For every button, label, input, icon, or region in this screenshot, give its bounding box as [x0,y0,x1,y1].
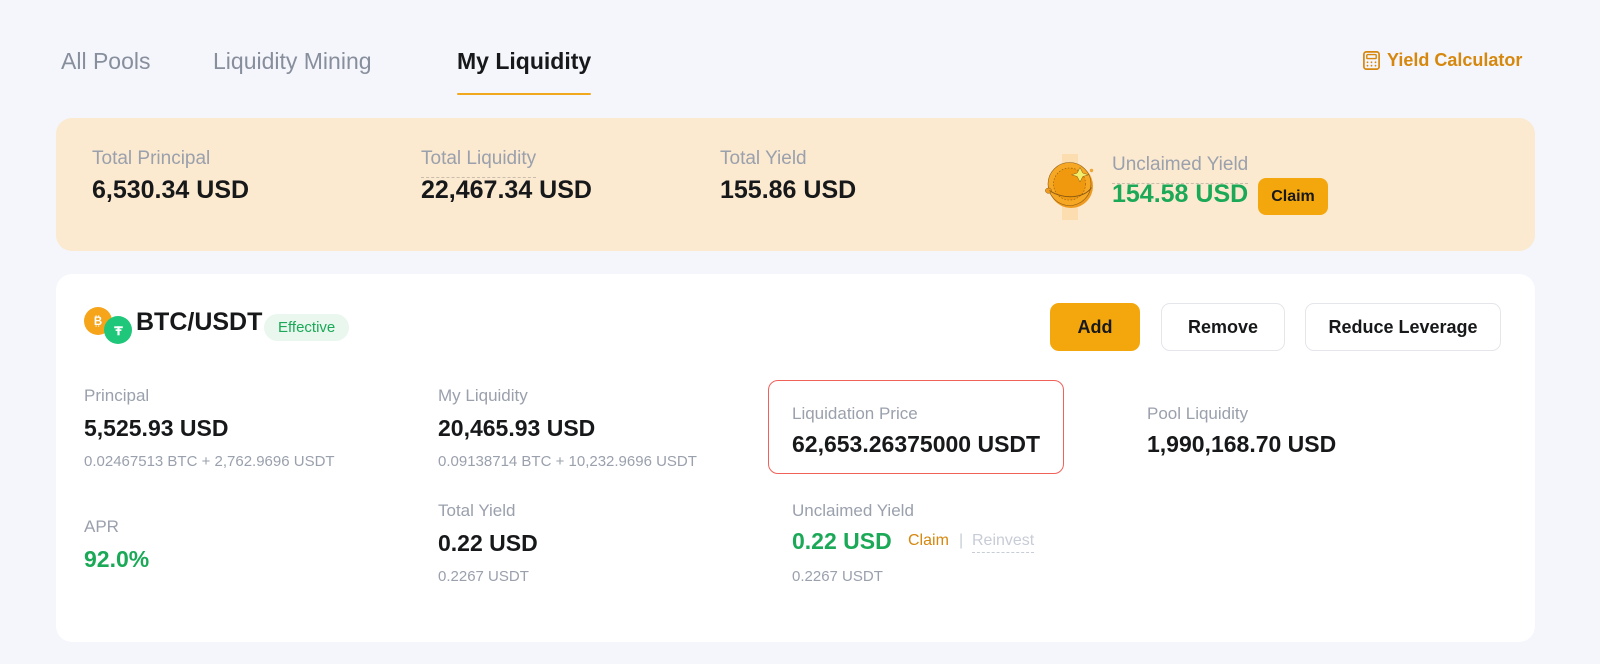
svg-text:B: B [94,316,102,328]
